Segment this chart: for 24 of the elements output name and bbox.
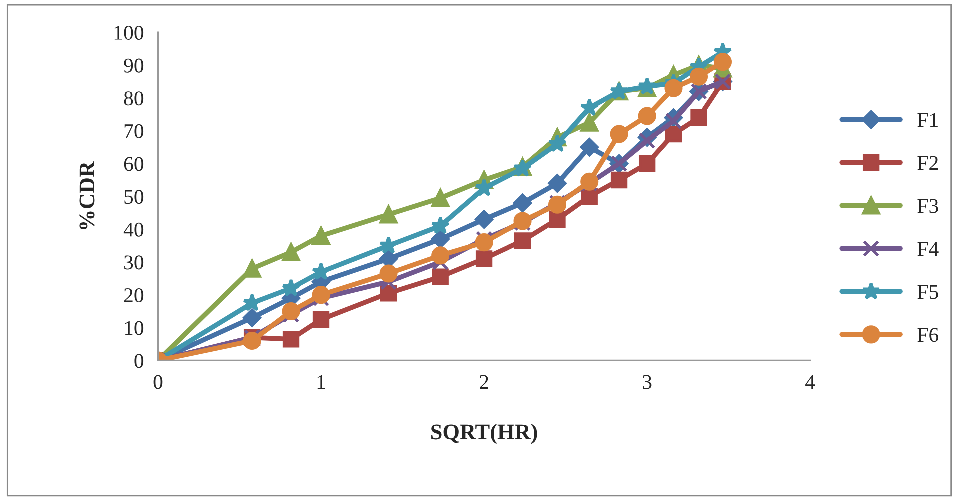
legend-label: F5	[918, 285, 938, 300]
y-tick-label: 0	[134, 354, 144, 368]
x-tick-label: 3	[643, 375, 652, 390]
y-tick-label: 30	[124, 256, 144, 270]
y-tick-label: 70	[124, 124, 144, 138]
y-tick-label: 60	[124, 157, 144, 172]
y-tick-label: 100	[114, 26, 144, 40]
legend-label: F4	[918, 242, 939, 256]
y-tick-label: 90	[124, 58, 144, 73]
legend-label: F6	[918, 328, 939, 342]
x-tick-label: 4	[806, 375, 816, 390]
y-tick-label: 20	[124, 288, 144, 303]
y-tick-label: 40	[124, 222, 144, 237]
legend-label: F3	[918, 199, 938, 214]
x-tick-label: 0	[154, 375, 163, 390]
y-tick-label: 50	[124, 190, 144, 204]
x-tick-label: 1	[318, 375, 326, 390]
y-tick-label: 80	[124, 92, 144, 106]
x-axis-title: SQRT(HR)	[432, 424, 538, 444]
x-tick-label: 2	[480, 375, 488, 390]
y-tick-label: 10	[125, 321, 144, 336]
legend-label: F1	[918, 113, 938, 128]
legend-label: F2	[918, 156, 938, 170]
y-axis-title: %CDR	[80, 161, 95, 230]
